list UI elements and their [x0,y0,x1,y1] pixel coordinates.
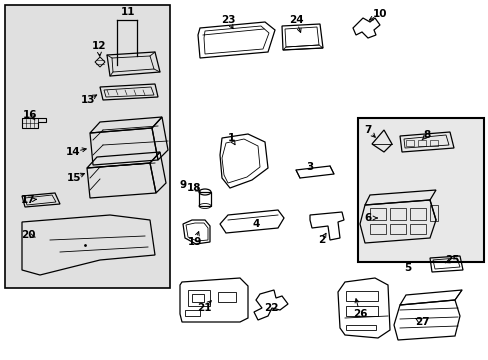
Bar [5,5,170,288]
Text: 13: 13 [81,95,95,105]
Bar [409,208,425,220]
Text: 11: 11 [121,7,135,17]
Text: 3: 3 [306,162,313,172]
Text: 21: 21 [196,303,211,313]
Bar [184,310,200,316]
Text: 7: 7 [364,125,371,135]
Text: 5: 5 [404,263,411,273]
Bar [389,224,405,234]
Bar [199,192,210,206]
Text: 16: 16 [23,110,37,120]
Bar [22,118,38,123]
Text: 2: 2 [318,235,325,245]
Text: 23: 23 [220,15,235,25]
Bar [192,294,203,302]
Text: 8: 8 [423,130,430,140]
Text: 27: 27 [414,317,428,327]
Text: 22: 22 [263,303,278,313]
Bar [187,290,209,306]
Bar [346,325,375,330]
Text: 19: 19 [187,237,202,247]
Bar [389,208,405,220]
Text: -: - [182,180,186,190]
Bar [429,205,437,221]
Bar [346,306,377,316]
Text: 15: 15 [67,173,81,183]
Text: 14: 14 [65,147,80,157]
Text: 24: 24 [288,15,303,25]
Bar [346,291,377,301]
Text: 26: 26 [352,309,366,319]
Text: 4: 4 [252,219,259,229]
Bar [369,208,385,220]
Bar [405,140,413,146]
Text: 25: 25 [444,255,458,265]
Text: 17: 17 [20,195,35,205]
Bar [218,292,236,302]
Text: 9: 9 [179,180,186,190]
Text: 6: 6 [364,213,371,223]
Text: 10: 10 [372,9,386,19]
Text: 20: 20 [20,230,35,240]
Bar [409,224,425,234]
Text: 12: 12 [92,41,106,51]
Bar [417,140,425,146]
Text: 1: 1 [227,133,234,143]
Bar [429,140,437,146]
Text: 18: 18 [186,183,201,193]
Bar [357,118,483,262]
Bar [369,224,385,234]
